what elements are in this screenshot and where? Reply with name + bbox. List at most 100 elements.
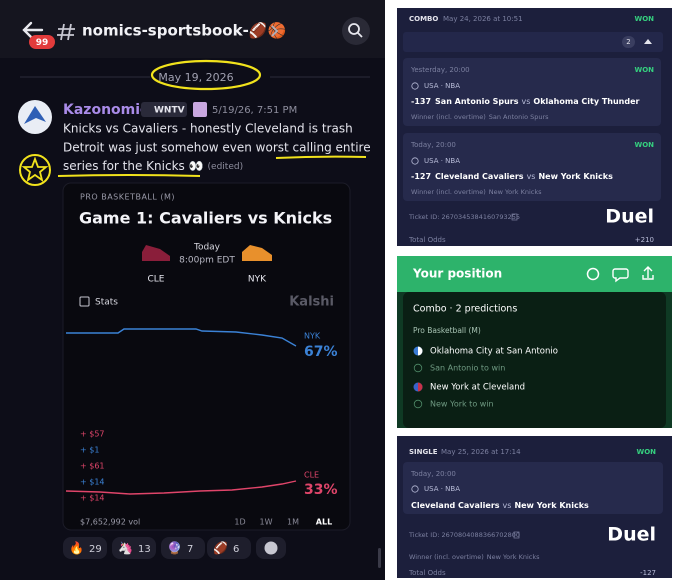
away-team: New York Knicks [538,172,613,181]
star-doodle [19,154,51,186]
leg-selection: Winner (incl. overtime) New York Knicks [411,188,542,196]
versus: vs [527,172,536,181]
channel-chevron[interactable] [271,25,279,37]
range-tab[interactable]: 1W [260,518,273,527]
reaction-chip[interactable] [207,537,251,559]
leg-card [403,58,661,126]
pick-check [413,363,423,373]
matchup-icon [418,346,423,356]
total-odds: -127 [640,569,656,577]
unread-badge [29,35,55,49]
leg-time: Today, 20:00 [410,141,456,149]
leg-selection: Winner (incl. overtime) New York Knicks [409,553,540,561]
reaction-count: 29 [89,544,102,555]
position-summary: Combo · 2 predictions [413,304,517,315]
history-button[interactable] [586,267,600,281]
scrollbar [378,548,381,568]
outcome-name: NYK [304,332,321,341]
search-icon [348,23,360,35]
copy-icon [513,531,520,539]
reaction-count: 6 [233,544,239,555]
price-line [65,480,297,495]
comment-button[interactable] [612,268,629,283]
position-title: Your position [412,267,502,281]
matchup: -137 San Antonio Spurs vs Oklahoma City Thu… [411,97,640,106]
odds: -137 [411,97,431,106]
ticket-id: Ticket ID: 2670804088366702800 [408,531,520,539]
matchup: Cleveland Cavaliers vs New York Knicks [411,501,589,510]
brand-logo: Duel [607,524,656,546]
outcome-percent: 33% [304,482,338,498]
home-team: San Antonio Spurs [435,97,519,106]
cle-team-icon [142,245,170,261]
timestamp: 5/19/26, 7:51 PM [212,105,297,116]
pick: San Antonio Spurs [489,113,549,121]
search-button[interactable] [342,17,370,45]
star-doodle [21,156,49,183]
volume: $7,652,992 vol [80,518,140,527]
position-game: Oklahoma City at San Antonio [430,347,558,357]
leg-selection: Winner (incl. overtime) San Antonio Spurs [411,113,549,121]
total-odds: +210 [635,236,654,244]
position-header [397,256,672,292]
range-tab[interactable]: 1M [287,518,299,527]
leg-league: USA · NBA [424,157,460,165]
trade-feed-item: + $61 [80,462,105,471]
team-label: CLE [148,275,165,285]
tag-icon [193,102,207,117]
region-icon [411,485,419,493]
leg-count: 2 [626,38,630,46]
combo-expander[interactable] [403,32,663,52]
away-team: New York Knicks [514,501,589,510]
collapse-icon [644,39,652,44]
reaction-count: 13 [138,544,151,555]
edited-flag: (edited) [208,162,244,172]
reaction-chip[interactable] [112,537,156,559]
message-line: Knicks vs Cavaliers - honestly Cleveland… [63,122,353,136]
price-line [66,328,297,347]
stats-icon [79,296,90,307]
stats-label[interactable]: Stats [95,298,118,308]
outcome-percent: 67% [304,344,338,360]
channel-name[interactable]: nomics-sportsbook-🏈🏀 [82,21,286,41]
leg-status: WON [634,141,654,149]
range-tab[interactable]: 1D [234,518,245,527]
embed-title: Game 1: Cavaliers vs Knicks [79,209,332,228]
ticket-status: WON [636,448,656,456]
market: Winner (incl. overtime) [411,188,486,196]
position-league: Pro Basketball (M) [413,326,481,335]
reaction-emoji: 🔥 [69,541,84,555]
trade-feed-item: + $57 [80,430,105,439]
ticket-id: Ticket ID: 2670345384160793255 [408,213,520,221]
ticket-kind: COMBO [409,15,438,23]
reaction-chip[interactable] [161,537,205,559]
author-name[interactable]: Kazonomics [63,102,157,118]
channel-hash-icon [57,23,75,41]
back-button[interactable] [22,21,44,39]
share-button[interactable] [642,266,654,280]
game-time: 8:00pm EDT [179,256,235,266]
total-label: Total Odds [408,569,446,577]
market: Winner (incl. overtime) [409,553,484,561]
range-tab[interactable]: ALL [316,518,332,527]
home-team: Cleveland Cavaliers [435,172,524,181]
region-icon [411,157,419,165]
leg-status: WON [634,66,654,74]
add-reaction-icon [264,541,278,555]
market-embed[interactable] [62,182,351,531]
reaction-emoji: 🏈 [213,541,228,555]
leg-time: Yesterday, 20:00 [410,66,470,74]
home-team: Cleveland Cavaliers [411,501,500,510]
game-day: Today [193,243,221,253]
avatar-art [24,106,46,124]
team-label: NYK [248,275,267,285]
reaction-chip[interactable] [63,537,107,559]
reaction-emoji: 🔮 [167,541,182,555]
message-text: series for the Knicks 👀 [63,159,204,173]
leg-league: USA · NBA [424,82,460,90]
pick: New York Knicks [489,188,542,196]
leg-count-pill [622,36,635,48]
date-divider: May 19, 2026 [158,71,233,84]
trade-feed-item: + $14 [80,494,105,503]
